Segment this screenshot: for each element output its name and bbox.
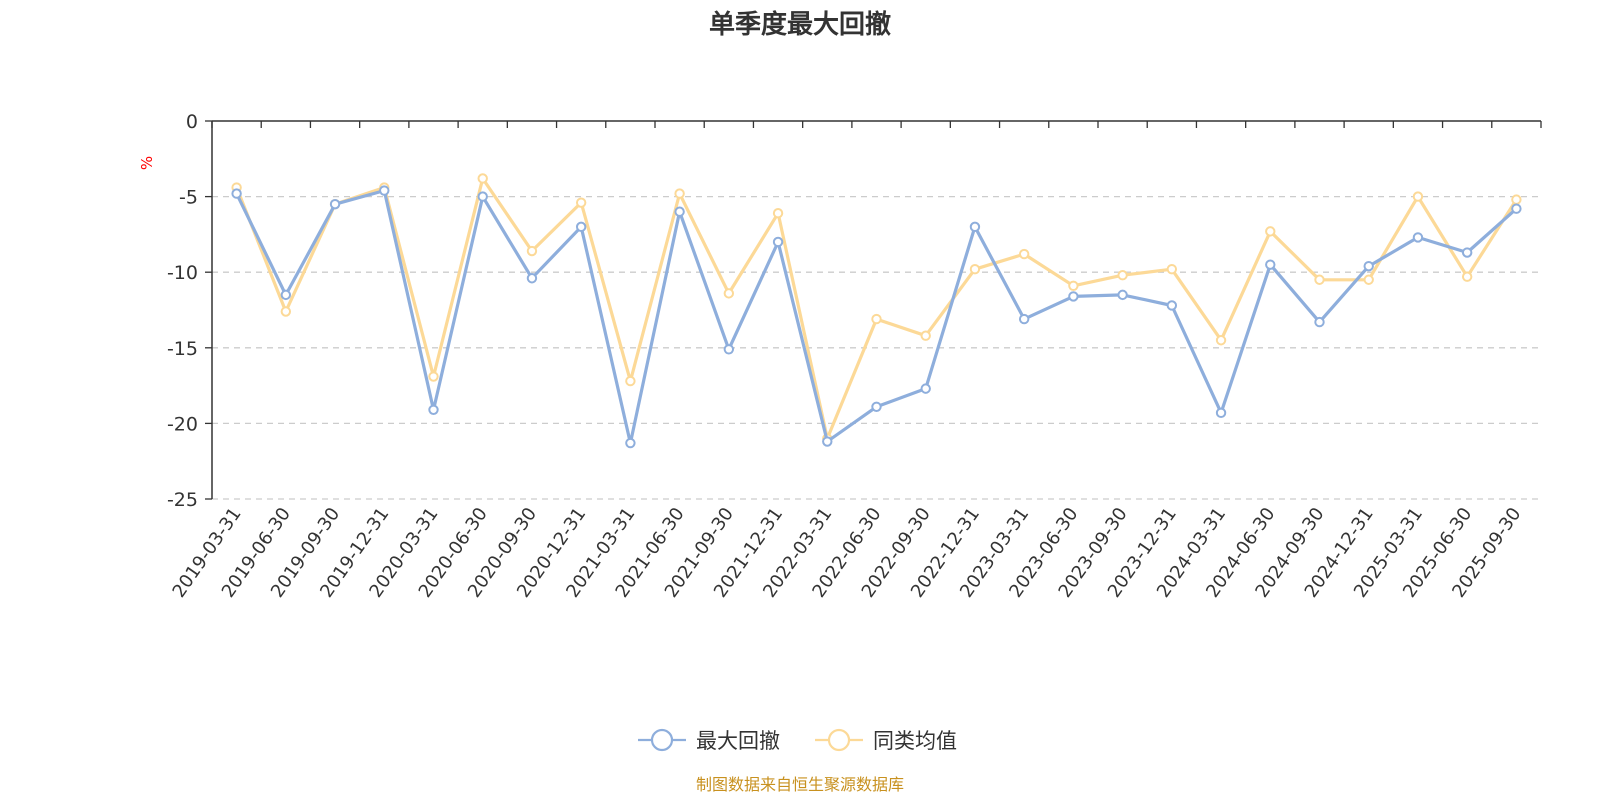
data-point[interactable] bbox=[1461, 247, 1473, 258]
legend-label: 同类均值 bbox=[873, 729, 957, 753]
y-tick-label: -10 bbox=[167, 262, 198, 284]
y-tick-label: -20 bbox=[167, 413, 198, 435]
data-point[interactable] bbox=[625, 375, 636, 387]
data-point[interactable] bbox=[280, 289, 292, 301]
data-point[interactable] bbox=[723, 288, 735, 299]
data-point[interactable] bbox=[772, 208, 784, 219]
y-axis-unit-label: % bbox=[138, 156, 156, 170]
data-point[interactable] bbox=[428, 404, 439, 415]
data-point[interactable] bbox=[526, 273, 538, 284]
grid-lines bbox=[212, 195, 1541, 500]
data-point[interactable] bbox=[1511, 194, 1522, 205]
data-point[interactable] bbox=[477, 191, 488, 202]
data-point[interactable] bbox=[477, 173, 488, 184]
data-point[interactable] bbox=[329, 198, 341, 210]
data-point[interactable] bbox=[1068, 291, 1079, 302]
data-point[interactable] bbox=[772, 236, 784, 248]
data-point[interactable] bbox=[871, 401, 882, 412]
data-point[interactable] bbox=[1166, 263, 1178, 275]
data-point[interactable] bbox=[428, 371, 439, 382]
data-point[interactable] bbox=[231, 188, 242, 199]
y-tick-label: -5 bbox=[179, 187, 198, 209]
data-point[interactable] bbox=[1363, 260, 1374, 272]
y-tick-label: -25 bbox=[167, 489, 198, 511]
x-tick-labels: 2019-03-312019-06-302019-09-302019-12-31… bbox=[169, 504, 1526, 602]
series-lines bbox=[231, 173, 1522, 449]
data-point[interactable] bbox=[379, 185, 390, 196]
data-point[interactable] bbox=[723, 344, 735, 355]
data-point[interactable] bbox=[526, 245, 538, 257]
legend-item-max-drawdown[interactable]: 最大回撤 bbox=[638, 728, 780, 753]
axes bbox=[205, 120, 1542, 500]
data-point[interactable] bbox=[871, 313, 882, 325]
series-line-peer-average bbox=[235, 176, 1518, 441]
data-point[interactable] bbox=[1018, 313, 1030, 325]
legend-label: 最大回撤 bbox=[696, 729, 780, 753]
data-source-note: 制图数据来自恒生聚源数据库 bbox=[696, 775, 904, 794]
data-point[interactable] bbox=[674, 188, 685, 199]
data-point[interactable] bbox=[920, 383, 931, 394]
data-point[interactable] bbox=[1068, 280, 1079, 292]
data-point[interactable] bbox=[1412, 232, 1424, 243]
data-point[interactable] bbox=[1117, 289, 1128, 301]
legend[interactable]: 最大回撤 同类均值 bbox=[638, 728, 957, 753]
data-point[interactable] bbox=[1215, 407, 1227, 419]
y-tick-label: 0 bbox=[186, 111, 198, 133]
data-point[interactable] bbox=[1412, 191, 1424, 202]
chart-title: 单季度最大回撤 bbox=[709, 9, 891, 40]
data-point[interactable] bbox=[1265, 259, 1276, 270]
data-point[interactable] bbox=[1363, 274, 1374, 285]
legend-circle-icon bbox=[827, 728, 851, 752]
legend-item-peer-average[interactable]: 同类均值 bbox=[815, 728, 957, 753]
data-point[interactable] bbox=[1018, 248, 1030, 260]
data-point[interactable] bbox=[1215, 335, 1227, 346]
data-point[interactable] bbox=[1314, 274, 1325, 285]
data-point[interactable] bbox=[1511, 203, 1522, 214]
data-point[interactable] bbox=[1117, 270, 1128, 281]
data-point[interactable] bbox=[575, 197, 587, 208]
data-point[interactable] bbox=[575, 221, 587, 233]
data-point[interactable] bbox=[969, 263, 981, 275]
y-tick-label: -15 bbox=[167, 338, 198, 360]
data-point[interactable] bbox=[1461, 271, 1473, 282]
data-point[interactable] bbox=[1314, 316, 1325, 328]
data-point[interactable] bbox=[280, 306, 292, 317]
data-point[interactable] bbox=[920, 330, 931, 341]
data-point[interactable] bbox=[625, 437, 636, 449]
data-point[interactable] bbox=[1265, 226, 1276, 237]
legend-circle-icon bbox=[650, 728, 674, 752]
data-point[interactable] bbox=[674, 206, 685, 217]
y-tick-labels: 0 -5 -10 -15 -20 -25 bbox=[167, 111, 198, 511]
data-point[interactable] bbox=[822, 436, 833, 447]
data-point[interactable] bbox=[969, 221, 981, 233]
data-point[interactable] bbox=[1166, 300, 1178, 311]
